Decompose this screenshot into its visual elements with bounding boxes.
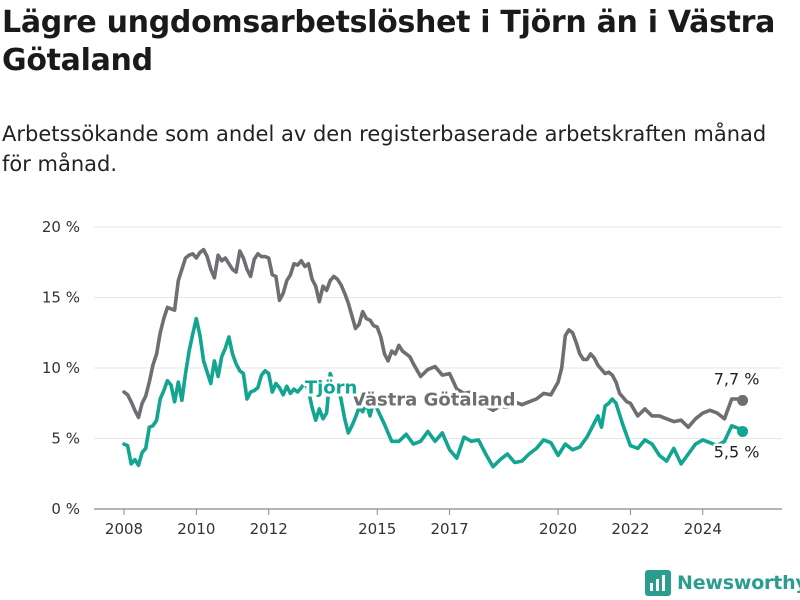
x-tick-label: 2015 <box>358 520 396 538</box>
chart-subtitle: Arbetssökande som andel av den registerb… <box>2 122 767 176</box>
end-point-tjorn <box>737 425 749 437</box>
end-label-tjorn-halo: 5,5 % <box>714 442 760 461</box>
x-tick-label: 2022 <box>611 520 649 538</box>
brand-name: Newsworthy <box>677 572 800 594</box>
y-tick-label: 20 % <box>42 218 80 236</box>
y-tick-label: 5 % <box>51 430 80 448</box>
axis-layer: 0 % 5 % 10 % 15 % 20 % 2008 2010 2012 2015 2017 20… <box>42 218 782 538</box>
newsworthy-logo-icon <box>645 570 671 596</box>
series-label-vastra-gotaland-halo: Västra Götaland <box>352 389 516 410</box>
newsworthy-logo: Newsworthy <box>645 570 800 596</box>
x-tick-label: 2010 <box>177 520 215 538</box>
series-layer <box>122 247 749 469</box>
y-tick-label: 0 % <box>51 500 80 518</box>
x-tick-label: 2012 <box>250 520 288 538</box>
x-tick-label: 2024 <box>684 520 722 538</box>
series-line-tjorn <box>122 316 745 469</box>
series-label-tjorn-halo: Tjörn <box>305 377 358 398</box>
y-tick-label: 15 % <box>42 289 80 307</box>
x-tick-label: 2020 <box>539 520 577 538</box>
series-label-tjorn: Tjörn <box>305 377 358 398</box>
y-tick-label: 10 % <box>42 359 80 377</box>
chart-title: Lägre ungdomsarbetslöshet i Tjörn än i V… <box>2 5 776 78</box>
end-label-vastra-gotaland: 7,7 % <box>714 369 760 388</box>
end-point-vastra-gotaland <box>737 394 749 406</box>
end-label-tjorn: 5,5 % <box>714 442 760 461</box>
x-tick-label: 2008 <box>105 520 143 538</box>
end-label-vastra-gotaland-halo: 7,7 % <box>714 369 760 388</box>
x-tick-label: 2017 <box>430 520 468 538</box>
series-line-vastra-gotaland <box>122 247 745 429</box>
series-label-vastra-gotaland: Västra Götaland <box>352 389 516 410</box>
